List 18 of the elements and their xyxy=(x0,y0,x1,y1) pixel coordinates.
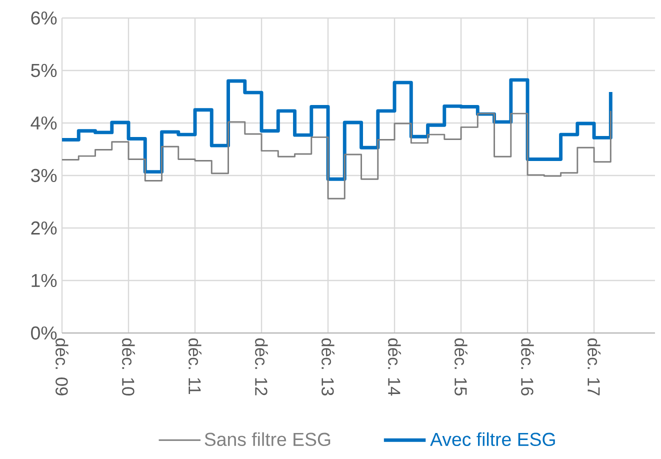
x-tick-label: déc. 10 xyxy=(122,338,135,396)
x-tick-label: déc. 11 xyxy=(188,338,202,394)
x-tick-label: déc. 17 xyxy=(588,338,600,396)
x-tick-label: déc. 15 xyxy=(454,338,468,396)
x-tick-label: déc. 13 xyxy=(322,338,334,396)
x-tick-label: déc. 14 xyxy=(388,338,401,396)
legend-label: Sans filtre ESG xyxy=(204,432,330,446)
x-tick-label: déc. 16 xyxy=(521,338,534,396)
y-tick-label: 3% xyxy=(31,168,57,182)
y-tick-label: 1% xyxy=(32,274,57,288)
y-tick-label: 4% xyxy=(30,116,57,130)
y-tick-label: 6% xyxy=(31,11,57,25)
y-tick-label: 0% xyxy=(31,326,57,340)
x-tick-label: déc. 12 xyxy=(255,338,268,396)
legend-label: Avec filtre ESG xyxy=(430,432,555,446)
x-tick-label: déc. 09 xyxy=(56,338,68,396)
y-tick-label: 2% xyxy=(31,221,57,235)
y-tick-label: 5% xyxy=(31,64,57,78)
